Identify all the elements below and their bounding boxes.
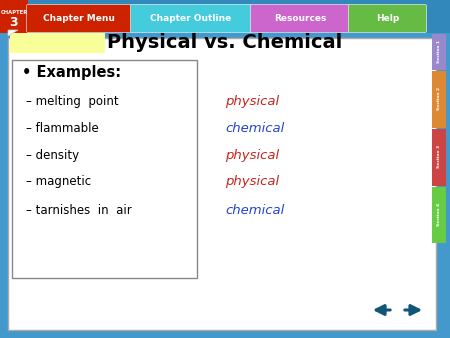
Text: Help: Help (376, 14, 399, 23)
Text: • Examples:: • Examples: (22, 66, 121, 80)
Text: Section 4: Section 4 (437, 203, 441, 226)
FancyBboxPatch shape (432, 129, 446, 186)
FancyBboxPatch shape (0, 0, 450, 33)
Text: 3: 3 (10, 17, 18, 29)
FancyBboxPatch shape (130, 4, 252, 32)
Text: – melting  point: – melting point (26, 95, 119, 107)
Text: – tarnishes  in  air: – tarnishes in air (26, 203, 132, 217)
Text: Physical vs. Chemical: Physical vs. Chemical (108, 32, 342, 51)
Text: Resources: Resources (274, 14, 326, 23)
Text: chemical: chemical (225, 121, 284, 135)
Text: – density: – density (26, 148, 79, 162)
FancyBboxPatch shape (27, 4, 131, 32)
Text: physical: physical (225, 175, 279, 189)
FancyBboxPatch shape (8, 38, 436, 330)
Polygon shape (8, 30, 18, 36)
FancyBboxPatch shape (432, 187, 446, 243)
Text: Section 3: Section 3 (437, 145, 441, 169)
FancyBboxPatch shape (251, 4, 350, 32)
Text: Chapter Menu: Chapter Menu (43, 14, 115, 23)
FancyBboxPatch shape (432, 71, 446, 128)
Text: Section 2: Section 2 (437, 88, 441, 111)
Text: physical: physical (225, 148, 279, 162)
Text: physical: physical (225, 95, 279, 107)
Text: chemical: chemical (225, 203, 284, 217)
FancyBboxPatch shape (348, 4, 427, 32)
FancyBboxPatch shape (432, 34, 446, 70)
FancyBboxPatch shape (10, 33, 105, 53)
Text: Section 1: Section 1 (437, 40, 441, 63)
Text: Chapter Outline: Chapter Outline (150, 14, 232, 23)
FancyBboxPatch shape (0, 0, 28, 33)
Text: – flammable: – flammable (26, 121, 99, 135)
FancyBboxPatch shape (12, 60, 197, 278)
Text: CHAPTER: CHAPTER (0, 10, 28, 16)
Text: – magnetic: – magnetic (26, 175, 91, 189)
